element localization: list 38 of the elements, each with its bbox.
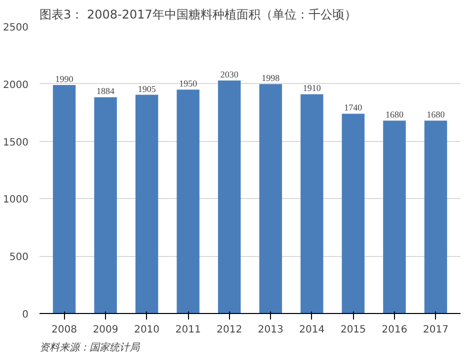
x-tick-label: 2016 [382,324,408,336]
y-tick-label: 2500 [3,22,29,34]
x-tick-label: 2009 [92,324,118,336]
bar [300,94,324,314]
data-label: 1905 [138,84,156,94]
chart-title: 图表3： 2008-2017年中国糖料种植面积（单位：千公顷） [40,8,356,22]
x-tick-label: 2015 [340,324,366,336]
x-tick-label: 2012 [216,324,242,336]
data-label: 1680 [426,110,446,120]
x-tick-label: 2014 [299,324,325,336]
bar [383,120,406,314]
bar [424,120,448,314]
text: 资料来源：国家统计局 [40,342,140,354]
bar [135,94,158,314]
y-tick-label: 1500 [3,137,29,148]
x-tick-label: 2010 [134,324,160,336]
bar [259,84,282,314]
data-label: 1740 [344,102,363,113]
data-label: 1950 [179,78,198,89]
bar [342,114,365,314]
x-tick-label: 2011 [175,324,201,336]
y-tick-label: 1000 [3,194,29,206]
x-tick-label: 2017 [423,324,448,336]
bar [218,80,241,314]
y-tick-label: 2000 [3,80,29,91]
bar [52,85,76,314]
bar [176,90,200,314]
y-tick-label: 0 [22,310,29,320]
y-tick-label: 500 [9,252,29,264]
x-tick-label: 2008 [52,324,77,336]
x-tick-label: 2013 [258,324,284,336]
data-label: 1910 [302,83,322,94]
data-label: 1680 [385,110,404,120]
bar [94,97,117,314]
data-label: 1884 [96,86,116,96]
data-label: 2030 [220,69,239,80]
data-label: 1990 [55,74,74,84]
data-label: 1998 [262,73,280,84]
